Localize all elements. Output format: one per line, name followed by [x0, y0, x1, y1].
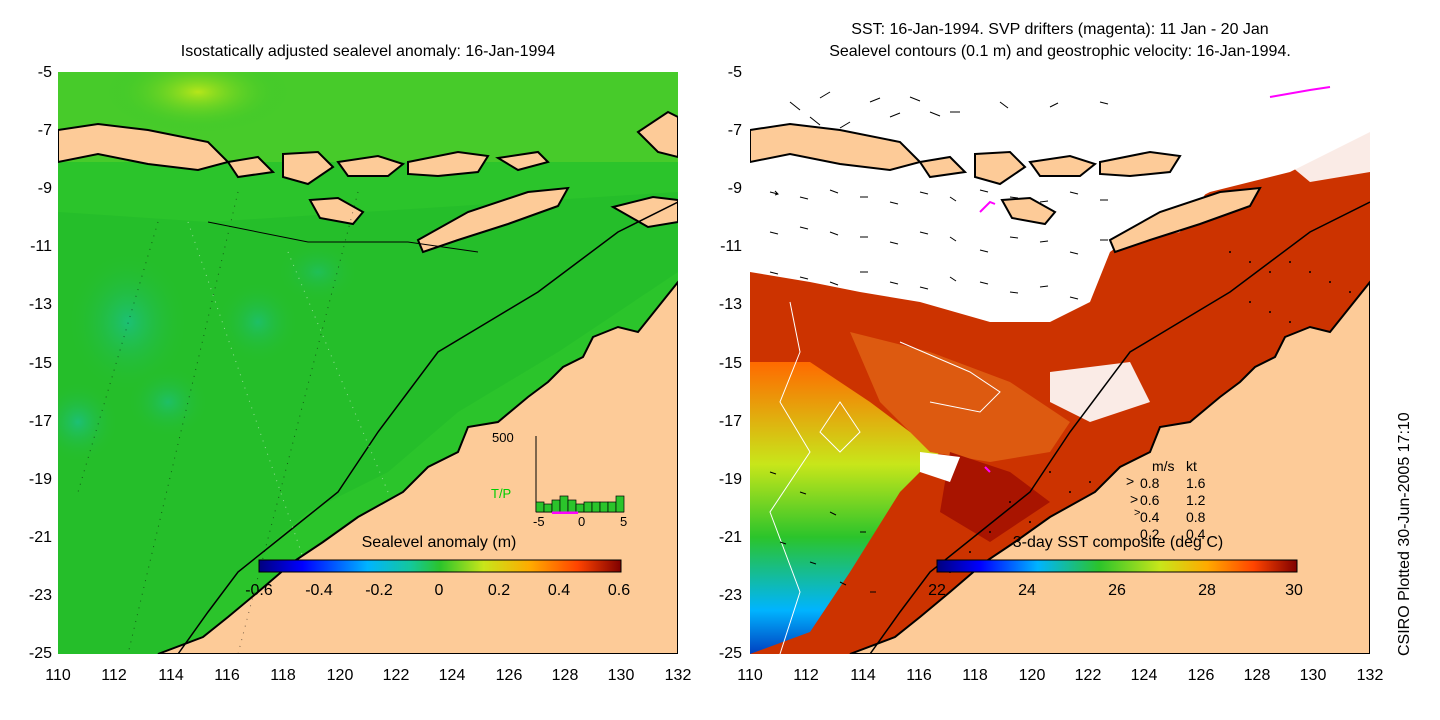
lon-tick: 114	[850, 667, 876, 684]
right-panel-title-line2: Sealevel contours (0.1 m) and geostrophi…	[829, 43, 1291, 60]
lat-tick: -9	[727, 180, 742, 197]
lon-tick: 112	[101, 667, 127, 684]
lat-tick: -15	[28, 355, 52, 372]
lon-tick: 110	[737, 667, 763, 684]
lon-tick: 112	[793, 667, 819, 684]
lon-tick: 132	[1356, 667, 1384, 684]
lat-tick: -25	[28, 645, 52, 662]
right-colorbar-label: 3-day SST composite (deg C)	[1012, 534, 1224, 551]
lat-tick: -25	[718, 645, 742, 662]
legend-kt: 0.4	[1186, 526, 1206, 542]
lon-tick: 118	[270, 667, 296, 684]
right-map	[750, 72, 1370, 654]
left-colorbar-label: Sealevel anomaly (m)	[361, 534, 517, 551]
lon-tick: 124	[1130, 667, 1158, 684]
lat-tick: -21	[718, 529, 742, 546]
lat-tick: -5	[37, 64, 52, 81]
legend-kt: 1.2	[1186, 492, 1206, 508]
lat-tick: -17	[28, 413, 52, 430]
colorbar-tick: 28	[1198, 582, 1216, 599]
inset-xtick: 0	[578, 514, 586, 529]
lon-tick: 122	[382, 667, 410, 684]
lat-tick: -17	[718, 413, 742, 430]
lon-tick: 124	[438, 667, 466, 684]
lon-tick: 120	[1018, 667, 1046, 684]
legend-ms: 0.6	[1140, 492, 1160, 508]
lat-tick: -7	[37, 122, 52, 139]
lat-tick: -7	[727, 122, 742, 139]
plot-credit: CSIRO Plotted 30-Jun-2005 17:10	[1396, 412, 1413, 656]
legend-arrow-icon: >	[1134, 507, 1141, 519]
lon-tick: 126	[495, 667, 523, 684]
lon-tick: 128	[551, 667, 579, 684]
colorbar-tick: -0.4	[305, 582, 333, 599]
right-panel-title-line1: SST: 16-Jan-1994. SVP drifters (magenta)…	[851, 21, 1269, 38]
lon-tick: 130	[607, 667, 635, 684]
lat-tick: -15	[718, 355, 742, 372]
lat-tick: -21	[28, 529, 52, 546]
left-panel-title: Isostatically adjusted sealevel anomaly:…	[180, 43, 556, 60]
colorbar-tick: 0.4	[547, 582, 571, 599]
legend-kt: 1.6	[1186, 475, 1206, 491]
legend-arrow-icon: >	[1126, 473, 1135, 489]
lat-tick: -23	[28, 587, 52, 604]
lat-tick: -23	[718, 587, 742, 604]
left-colorbar	[258, 559, 622, 573]
lat-tick: -5	[727, 64, 742, 81]
lon-tick: 130	[1299, 667, 1327, 684]
lat-tick: -11	[720, 238, 742, 255]
legend-kt: 0.8	[1186, 509, 1206, 525]
inset-xtick: -5	[533, 514, 545, 529]
colorbar-tick: 26	[1108, 582, 1126, 599]
colorbar-tick: -0.2	[365, 582, 393, 599]
lon-tick: 114	[158, 667, 184, 684]
lon-tick: 128	[1243, 667, 1271, 684]
inset-tp-label: T/P	[491, 486, 512, 501]
legend-ms: 0.8	[1140, 475, 1160, 491]
inset-histogram	[535, 436, 625, 514]
lat-tick: -9	[37, 180, 52, 197]
lon-tick: 118	[962, 667, 988, 684]
lon-tick: 110	[45, 667, 71, 684]
lon-tick: 116	[906, 667, 932, 684]
lat-tick: -19	[28, 471, 52, 488]
right-colorbar	[936, 559, 1298, 573]
legend-header-kt: kt	[1186, 458, 1197, 474]
lon-tick: 126	[1187, 667, 1215, 684]
lat-tick: -19	[718, 471, 742, 488]
legend-header-ms: m/s	[1152, 458, 1175, 474]
legend-ms: 0.2	[1140, 526, 1160, 542]
colorbar-tick: 0.6	[607, 582, 631, 599]
legend-arrow-icon: >	[1130, 491, 1139, 507]
lon-tick: 116	[214, 667, 240, 684]
inset-ymax-label: 500	[492, 430, 514, 445]
lat-tick: -13	[718, 296, 742, 313]
colorbar-tick: -0.6	[245, 582, 273, 599]
colorbar-tick: 22	[928, 582, 946, 599]
lon-tick: 122	[1074, 667, 1102, 684]
colorbar-tick: 24	[1018, 582, 1036, 599]
colorbar-tick: 0.2	[487, 582, 511, 599]
lon-tick: 120	[326, 667, 354, 684]
lat-tick: -13	[28, 296, 52, 313]
lon-tick: 132	[664, 667, 692, 684]
colorbar-tick: 0	[434, 582, 444, 599]
colorbar-tick: 30	[1285, 582, 1303, 599]
legend-ms: 0.4	[1140, 509, 1160, 525]
lat-tick: -11	[30, 238, 52, 255]
inset-xtick: 5	[620, 514, 628, 529]
